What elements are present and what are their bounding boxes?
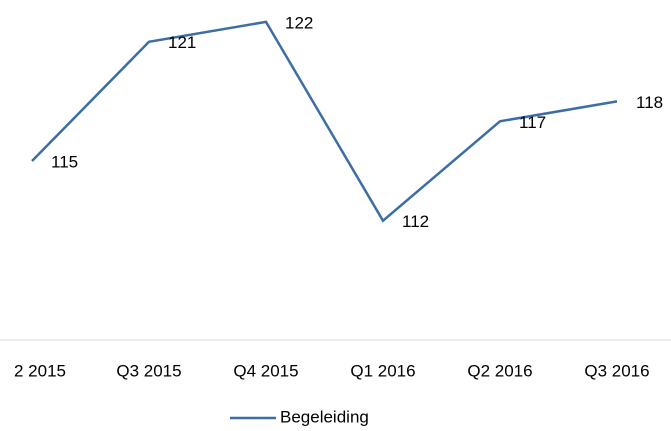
x-tick-label: Q2 2016 xyxy=(467,361,532,380)
x-tick-label: Q1 2016 xyxy=(350,361,415,380)
data-label: 112 xyxy=(402,212,429,231)
data-label: 121 xyxy=(168,33,196,52)
x-tick-label: Q4 2015 xyxy=(233,361,298,380)
data-label: 117 xyxy=(519,113,546,132)
x-tick-label: Q3 2016 xyxy=(584,361,649,380)
legend-label: Begeleiding xyxy=(280,407,369,426)
x-tick-label: Q3 2015 xyxy=(116,361,181,380)
data-label: 118 xyxy=(636,93,663,112)
data-label: 122 xyxy=(285,13,313,32)
data-label: 115 xyxy=(51,153,78,172)
series-line xyxy=(31,20,618,223)
x-tick-label: 2 2015 xyxy=(14,361,66,380)
